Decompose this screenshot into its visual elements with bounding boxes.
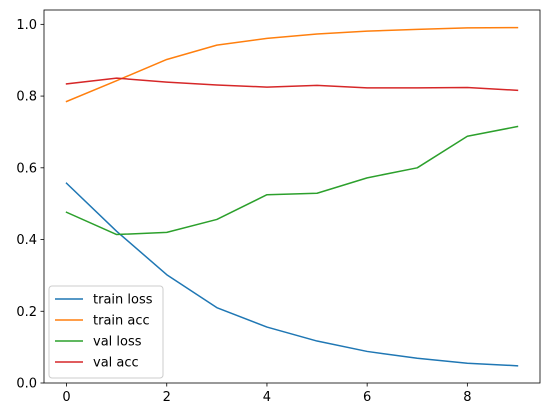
x-tick-label: 4 — [263, 390, 271, 405]
series-layer — [65, 26, 519, 367]
legend-label-train-acc: train acc — [93, 314, 150, 329]
y-tick-label: 0.8 — [16, 90, 37, 105]
plot-frame — [43, 9, 541, 384]
y-tick-label: 0.6 — [16, 161, 37, 176]
legend: train loss train acc val loss val acc — [48, 285, 164, 379]
legend-label-val-acc: val acc — [93, 356, 139, 371]
series-line-val-loss — [65, 125, 519, 236]
legend-label-train-loss: train loss — [93, 293, 153, 308]
x-tick-label: 0 — [62, 390, 70, 405]
x-tick-label: 8 — [463, 390, 471, 405]
series-line-train-loss — [65, 182, 519, 367]
legend-label-val-loss: val loss — [93, 335, 142, 350]
x-tick-label: 2 — [163, 390, 171, 405]
y-tick-label: 1.0 — [16, 18, 37, 33]
axes-layer: 0 2 4 6 8 0.0 0.2 0.4 0.6 0.8 1.0 — [16, 9, 541, 405]
series-line-val-acc — [65, 77, 519, 92]
series-line-train-acc — [65, 26, 519, 103]
legend-box — [48, 285, 164, 379]
y-tick-label: 0.4 — [16, 233, 37, 248]
y-tick-label: 0.2 — [16, 305, 37, 320]
y-tick-label: 0.0 — [16, 377, 37, 392]
x-tick-label: 6 — [363, 390, 371, 405]
